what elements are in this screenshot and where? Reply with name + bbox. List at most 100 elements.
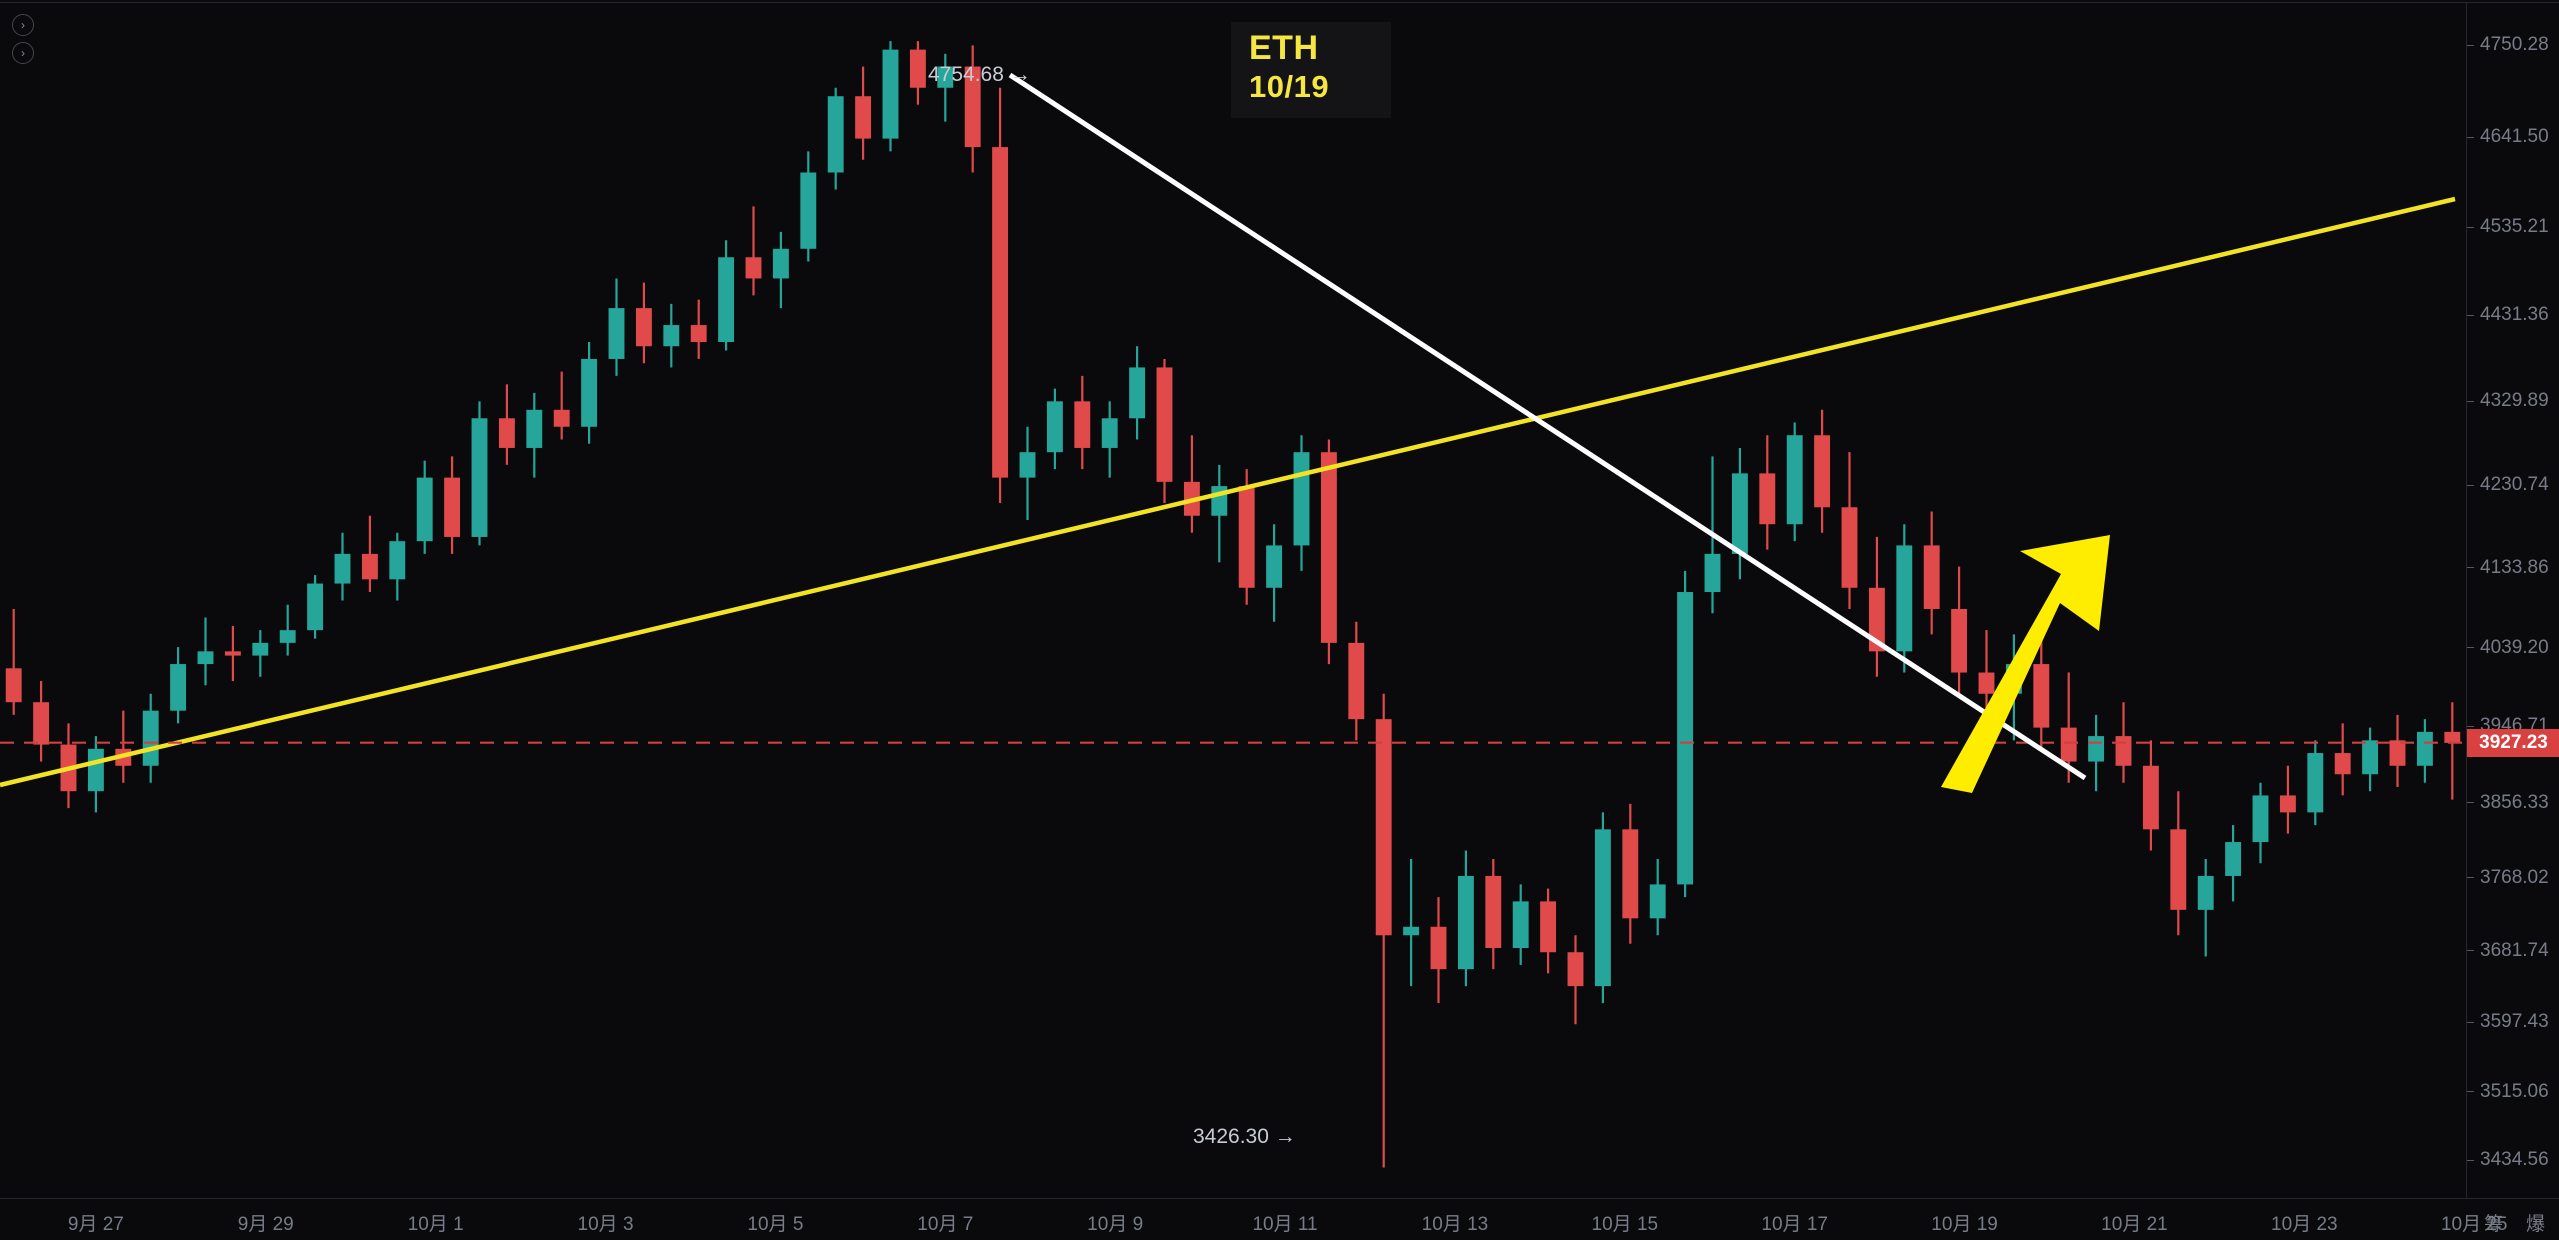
candle-body: [1896, 545, 1913, 652]
candle-body: [2389, 740, 2406, 766]
top-divider: [0, 2, 2559, 3]
candle-body: [1046, 401, 1063, 453]
price-tick-label: 3434.56: [2467, 1150, 2559, 1170]
price-tick-label: 4230.74: [2467, 475, 2559, 495]
candle-body: [718, 257, 735, 343]
tick-mark: [2467, 1021, 2474, 1023]
liquidation-indicator-label[interactable]: 爆: [2525, 1214, 2545, 1235]
candle-body: [2279, 795, 2296, 813]
candle-body: [471, 418, 488, 537]
time-tick-label: 10月 9: [1087, 1214, 1144, 1235]
candle-body: [1731, 473, 1748, 554]
candle-body: [2416, 731, 2433, 766]
tick-mark: [2467, 484, 2474, 486]
candle-body: [2252, 795, 2269, 843]
period-low-label: 3426.30 →: [1193, 1125, 1296, 1148]
candle-body: [1238, 486, 1255, 588]
candle-body: [1457, 875, 1474, 970]
price-tick-label: 4039.20: [2467, 637, 2559, 658]
tick-mark: [2467, 400, 2474, 402]
price-tick-label: 4641.50: [2467, 127, 2559, 147]
candle-body: [1485, 875, 1502, 948]
candle-body: [690, 325, 707, 343]
candle-body: [1923, 545, 1940, 609]
chevron-right-icon: ›: [21, 18, 25, 32]
nav-forward-button-2[interactable]: ›: [12, 42, 34, 64]
candle-body: [800, 172, 817, 249]
candle-body: [1841, 507, 1858, 588]
candle-body: [1403, 926, 1420, 936]
chips-indicator-label[interactable]: 筹: [2483, 1214, 2503, 1235]
candle-body: [1868, 587, 1885, 652]
candle-body: [361, 553, 378, 580]
candle-body: [1540, 901, 1557, 953]
tick-mark: [2467, 314, 2474, 316]
time-tick-label: 10月 5: [747, 1214, 804, 1235]
candle-body: [553, 409, 570, 427]
candle-body: [197, 651, 214, 665]
candle-body: [170, 664, 187, 711]
candle-body: [608, 308, 625, 359]
symbol-annotation: ETH 10/19: [1231, 22, 1391, 118]
tick-mark: [2467, 1159, 2474, 1161]
candle-body: [1759, 473, 1776, 525]
candle-body: [2060, 727, 2077, 762]
candle-body: [444, 477, 461, 537]
nav-forward-button-1[interactable]: ›: [12, 14, 34, 36]
candle-body: [1567, 952, 1584, 987]
candle-body: [909, 49, 926, 88]
candle-body: [855, 96, 872, 139]
time-tick-label: 10月 17: [1761, 1214, 1828, 1235]
candle-body: [1156, 367, 1173, 482]
candle-body: [142, 710, 159, 766]
candle-body: [389, 541, 406, 580]
candle-body: [581, 358, 598, 427]
candle-body: [526, 409, 543, 448]
candle-body: [1951, 608, 1968, 673]
candle-body: [307, 583, 324, 631]
tick-mark: [2467, 226, 2474, 228]
price-tick-label: 3856.33: [2467, 792, 2559, 813]
price-tick-label: 3768.02: [2467, 867, 2559, 888]
ascending-support-trendline[interactable]: [0, 196, 2456, 788]
candle-body: [416, 477, 433, 542]
candle-body: [882, 49, 899, 139]
candle-body: [745, 257, 762, 279]
candle-body: [1677, 592, 1694, 885]
candle-body: [1320, 452, 1337, 643]
time-tick-label: 10月 11: [1252, 1214, 1318, 1235]
time-tick-label: 10月 23: [2271, 1214, 2338, 1235]
period-high-label: 4754.68 →: [928, 63, 1031, 86]
bullish-up-arrow[interactable]: [1941, 535, 2110, 793]
time-tick-label: 9月 29: [237, 1214, 294, 1235]
candles-layer: [5, 41, 2461, 1168]
candle-body: [827, 96, 844, 173]
time-tick-label: 10月 3: [577, 1214, 634, 1235]
symbol-date: 10/19: [1249, 69, 1330, 104]
candle-body: [2197, 875, 2214, 910]
candle-body: [772, 248, 789, 279]
candle-body: [635, 308, 652, 347]
candle-body: [2334, 753, 2351, 775]
candle-body: [964, 66, 981, 148]
price-tick-label: 4133.86: [2467, 557, 2559, 578]
candle-body: [992, 147, 1009, 478]
tick-mark: [2467, 567, 2474, 569]
candle-body: [937, 66, 954, 88]
overlay-drawings-layer: [0, 72, 2466, 793]
candle-body: [5, 668, 22, 703]
candle-body: [1978, 672, 1995, 694]
candlestick-plot-area[interactable]: [0, 3, 2466, 1198]
candle-body: [1649, 884, 1666, 919]
time-axis[interactable]: 9月 27 9月 29 10月 1 10月 3 10月 5 10月 7 10月 9 10月 1…: [0, 1198, 2559, 1240]
descending-resistance-trendline[interactable]: [1008, 72, 2087, 781]
time-tick-label: 10月 19: [1931, 1214, 1998, 1235]
candle-body: [663, 325, 680, 347]
price-tick-label: 3515.06: [2467, 1082, 2559, 1102]
price-tick-label: 3597.43: [2467, 1012, 2559, 1032]
candle-body: [224, 651, 241, 656]
price-axis[interactable]: 4750.28 4641.50 4535.21 4431.36 4329.89 4230.…: [2466, 3, 2559, 1198]
price-tick-label: 4329.89: [2467, 391, 2559, 411]
candle-body: [2225, 842, 2242, 876]
tick-mark: [2467, 44, 2474, 46]
